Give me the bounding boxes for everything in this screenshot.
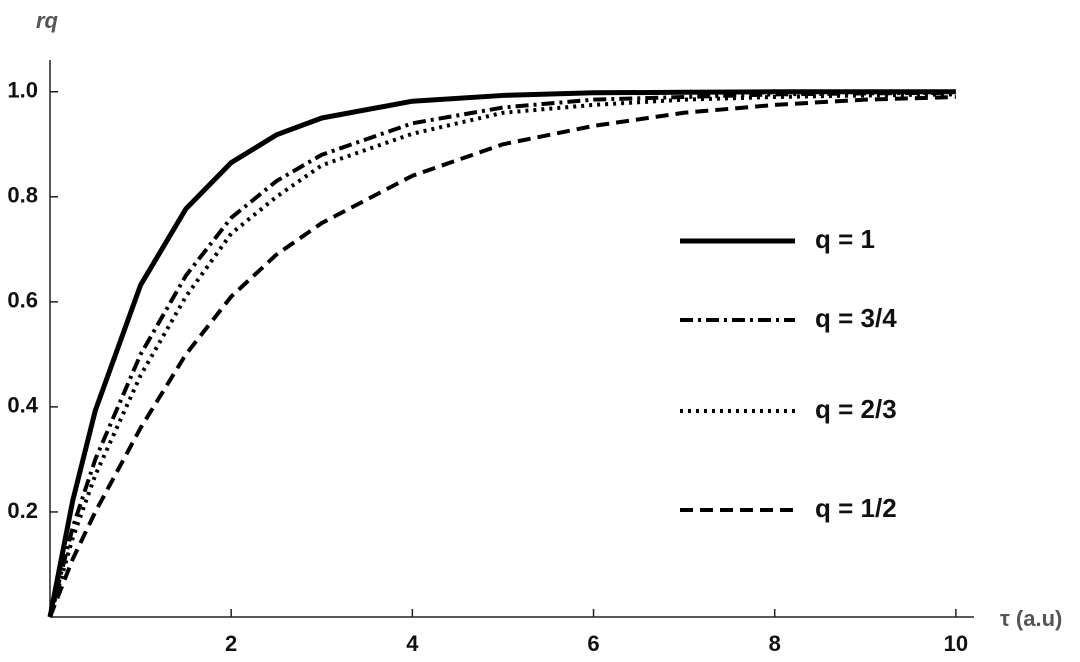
legend-label: q = 1/2 [815, 493, 897, 523]
series-line [48, 90, 956, 618]
y-tick-label: 1.0 [7, 78, 38, 103]
x-tick-label: 2 [225, 631, 237, 656]
x-tick-label: 4 [406, 631, 419, 656]
x-tick-label: 10 [944, 631, 968, 656]
x-axis-label: τ (a.u) [1000, 606, 1062, 631]
series-line [47, 89, 956, 618]
legend-label: q = 3/4 [815, 303, 897, 333]
legend-label: q = 2/3 [815, 394, 897, 424]
y-tick-label: 0.4 [7, 393, 38, 418]
y-tick-label: 0.6 [7, 288, 38, 313]
series-line [48, 92, 956, 618]
series-line [48, 95, 956, 618]
legend-label: q = 1 [815, 224, 875, 254]
y-axis-label: rq [36, 8, 59, 33]
y-tick-label: 0.8 [7, 183, 38, 208]
x-tick-label: 6 [587, 631, 599, 656]
y-tick-label: 0.2 [7, 498, 38, 523]
x-tick-label: 8 [769, 631, 781, 656]
